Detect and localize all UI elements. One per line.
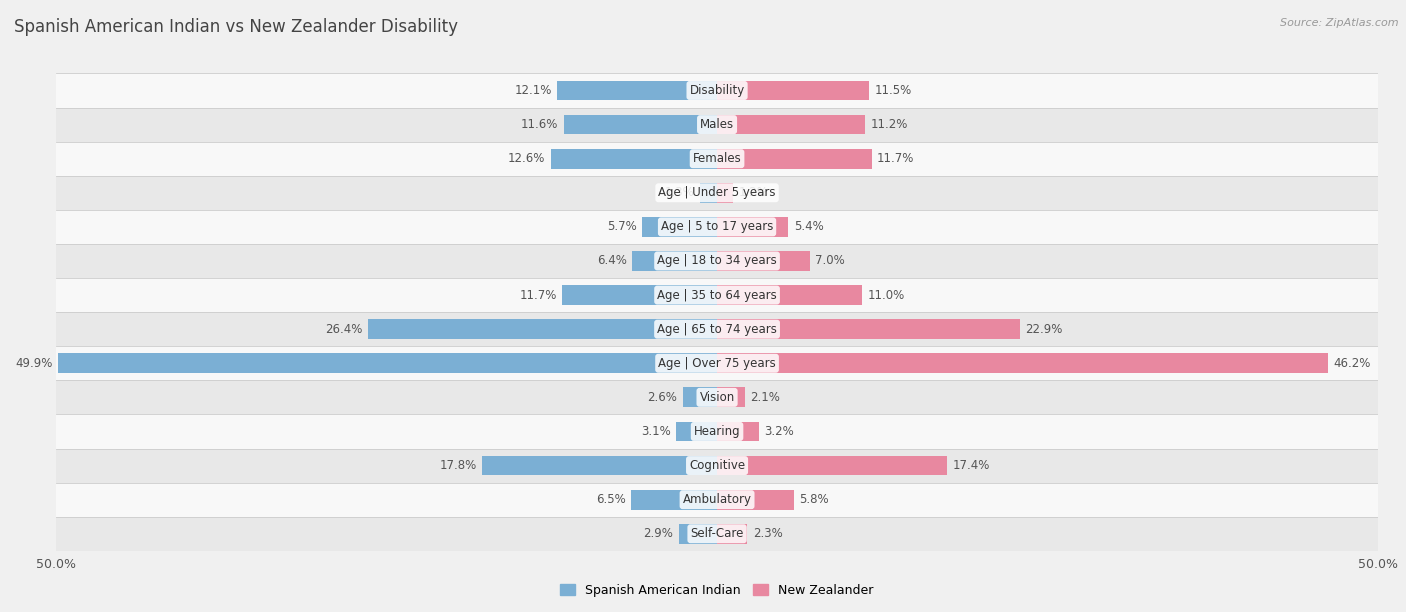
Bar: [676, 422, 717, 441]
Text: Age | Under 5 years: Age | Under 5 years: [658, 186, 776, 200]
Text: 17.8%: 17.8%: [439, 459, 477, 472]
Text: 5.4%: 5.4%: [794, 220, 824, 233]
Text: 7.0%: 7.0%: [815, 255, 845, 267]
Text: 2.9%: 2.9%: [644, 528, 673, 540]
Text: Hearing: Hearing: [693, 425, 741, 438]
Text: 5.8%: 5.8%: [799, 493, 828, 506]
Text: 11.7%: 11.7%: [877, 152, 914, 165]
Bar: [717, 251, 810, 271]
Text: 3.2%: 3.2%: [765, 425, 794, 438]
Bar: [56, 414, 1378, 449]
Text: 1.3%: 1.3%: [665, 186, 695, 200]
Text: Spanish American Indian vs New Zealander Disability: Spanish American Indian vs New Zealander…: [14, 18, 458, 36]
Bar: [631, 490, 717, 510]
Bar: [56, 141, 1378, 176]
Text: 3.1%: 3.1%: [641, 425, 671, 438]
Text: Age | 35 to 64 years: Age | 35 to 64 years: [657, 289, 778, 302]
Text: 11.2%: 11.2%: [870, 118, 908, 131]
Bar: [717, 114, 865, 135]
Text: 11.6%: 11.6%: [522, 118, 558, 131]
Text: Source: ZipAtlas.com: Source: ZipAtlas.com: [1281, 18, 1399, 28]
Bar: [717, 422, 759, 441]
Bar: [717, 456, 948, 476]
Text: Males: Males: [700, 118, 734, 131]
Bar: [717, 149, 872, 168]
Bar: [564, 114, 717, 135]
Text: 6.4%: 6.4%: [598, 255, 627, 267]
Text: Cognitive: Cognitive: [689, 459, 745, 472]
Bar: [562, 285, 717, 305]
Bar: [56, 380, 1378, 414]
Text: 49.9%: 49.9%: [15, 357, 52, 370]
Bar: [58, 353, 717, 373]
Bar: [56, 108, 1378, 141]
Text: Females: Females: [693, 152, 741, 165]
Bar: [717, 81, 869, 100]
Bar: [717, 353, 1327, 373]
Bar: [56, 312, 1378, 346]
Text: 22.9%: 22.9%: [1025, 323, 1063, 335]
Text: 2.1%: 2.1%: [751, 391, 780, 404]
Bar: [56, 449, 1378, 483]
Bar: [56, 73, 1378, 108]
Text: 17.4%: 17.4%: [952, 459, 990, 472]
Text: 11.5%: 11.5%: [875, 84, 911, 97]
Bar: [56, 483, 1378, 517]
Bar: [56, 346, 1378, 380]
Bar: [633, 251, 717, 271]
Bar: [717, 490, 794, 510]
Text: 11.0%: 11.0%: [868, 289, 905, 302]
Text: 12.6%: 12.6%: [508, 152, 546, 165]
Text: 26.4%: 26.4%: [325, 323, 363, 335]
Bar: [557, 81, 717, 100]
Bar: [717, 387, 745, 407]
Bar: [368, 319, 717, 339]
Bar: [56, 210, 1378, 244]
Bar: [482, 456, 717, 476]
Bar: [551, 149, 717, 168]
Legend: Spanish American Indian, New Zealander: Spanish American Indian, New Zealander: [555, 579, 879, 602]
Text: Age | 65 to 74 years: Age | 65 to 74 years: [657, 323, 778, 335]
Bar: [717, 524, 748, 543]
Bar: [717, 319, 1019, 339]
Text: Age | 5 to 17 years: Age | 5 to 17 years: [661, 220, 773, 233]
Text: 1.2%: 1.2%: [738, 186, 768, 200]
Text: 2.6%: 2.6%: [648, 391, 678, 404]
Bar: [683, 387, 717, 407]
Text: Ambulatory: Ambulatory: [682, 493, 752, 506]
Bar: [717, 217, 789, 237]
Text: 11.7%: 11.7%: [520, 289, 557, 302]
Bar: [717, 285, 862, 305]
Bar: [717, 183, 733, 203]
Bar: [56, 278, 1378, 312]
Text: Self-Care: Self-Care: [690, 528, 744, 540]
Text: 46.2%: 46.2%: [1333, 357, 1371, 370]
Bar: [641, 217, 717, 237]
Bar: [679, 524, 717, 543]
Text: 5.7%: 5.7%: [607, 220, 637, 233]
Bar: [56, 176, 1378, 210]
Text: 6.5%: 6.5%: [596, 493, 626, 506]
Text: 12.1%: 12.1%: [515, 84, 551, 97]
Text: Disability: Disability: [689, 84, 745, 97]
Bar: [56, 517, 1378, 551]
Bar: [700, 183, 717, 203]
Text: 2.3%: 2.3%: [752, 528, 783, 540]
Text: Vision: Vision: [699, 391, 735, 404]
Text: Age | 18 to 34 years: Age | 18 to 34 years: [657, 255, 778, 267]
Bar: [56, 244, 1378, 278]
Text: Age | Over 75 years: Age | Over 75 years: [658, 357, 776, 370]
